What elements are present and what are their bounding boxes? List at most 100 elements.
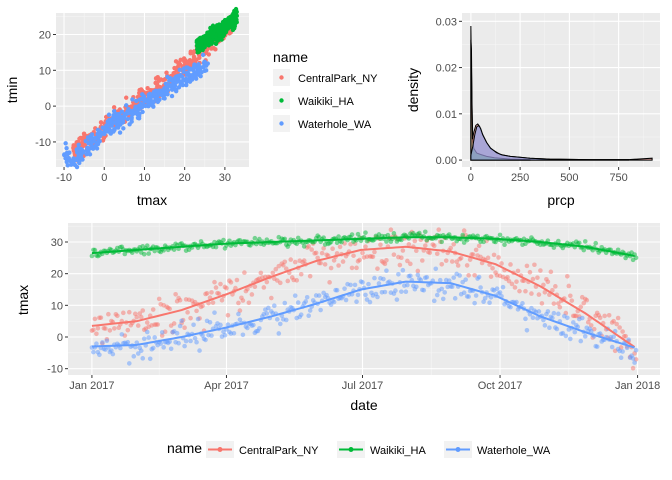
point-CentralPark_NY xyxy=(185,310,190,315)
point-CentralPark_NY xyxy=(406,242,412,247)
point-CentralPark_NY xyxy=(545,279,551,285)
point-CentralPark_NY xyxy=(216,291,222,296)
point-Waterhole_WA xyxy=(194,339,199,345)
y-tick-label: 30 xyxy=(51,237,63,249)
point-CentralPark_NY xyxy=(309,247,314,252)
smooth-line-Waikiki_HA xyxy=(91,236,635,257)
point-Waterhole_WA xyxy=(466,294,471,299)
point-Waterhole_WA xyxy=(408,273,413,279)
point-CentralPark_NY xyxy=(204,291,210,296)
point-CentralPark_NY xyxy=(277,280,283,286)
y-axis-title: tmin xyxy=(4,77,20,103)
point-Waterhole_WA xyxy=(97,352,102,358)
point-Waterhole_WA xyxy=(197,348,202,353)
point-CentralPark_NY xyxy=(505,274,510,280)
point-Waterhole_WA xyxy=(96,140,101,145)
legend-label: CentralPark_NY xyxy=(298,73,378,85)
point-Waikiki_HA xyxy=(92,247,98,253)
legend-label: Waterhole_WA xyxy=(477,445,551,457)
point-Waterhole_WA xyxy=(169,93,175,99)
point-CentralPark_NY xyxy=(126,309,132,315)
point-Waterhole_WA xyxy=(94,341,99,347)
point-Waterhole_WA xyxy=(156,88,162,93)
point-Waterhole_WA xyxy=(189,76,195,81)
point-CentralPark_NY xyxy=(556,301,561,306)
point-CentralPark_NY xyxy=(298,271,304,277)
point-Waterhole_WA xyxy=(110,351,116,357)
point-CentralPark_NY xyxy=(568,293,573,299)
point-CentralPark_NY xyxy=(536,292,542,297)
point-CentralPark_NY xyxy=(388,227,394,233)
point-Waterhole_WA xyxy=(594,344,600,349)
point-CentralPark_NY xyxy=(200,303,205,309)
point-CentralPark_NY xyxy=(212,279,217,285)
point-Waterhole_WA xyxy=(421,287,427,293)
point-Waterhole_WA xyxy=(266,305,271,311)
point-CentralPark_NY xyxy=(517,288,522,294)
point-Waterhole_WA xyxy=(376,281,382,286)
point-Waterhole_WA xyxy=(192,62,197,67)
point-Waterhole_WA xyxy=(626,337,631,342)
point-Waterhole_WA xyxy=(152,335,158,340)
point-Waterhole_WA xyxy=(164,91,170,96)
point-Waterhole_WA xyxy=(147,356,153,362)
point-Waterhole_WA xyxy=(133,104,138,109)
point-CentralPark_NY xyxy=(479,260,485,266)
point-CentralPark_NY xyxy=(620,329,625,334)
point-CentralPark_NY xyxy=(405,258,410,264)
point-Waterhole_WA xyxy=(150,345,156,351)
point-CentralPark_NY xyxy=(92,316,98,322)
point-Waterhole_WA xyxy=(126,361,132,366)
point-Waikiki_HA xyxy=(221,237,226,243)
point-CentralPark_NY xyxy=(473,247,479,253)
legend-top: name CentralPark_NY Waikiki_HA Waterhole_W… xyxy=(273,49,378,132)
x-tick-label: Apr 2017 xyxy=(204,380,249,392)
point-Waikiki_HA xyxy=(146,251,152,256)
point-CentralPark_NY xyxy=(269,295,274,301)
point-CentralPark_NY xyxy=(261,285,267,290)
point-Waterhole_WA xyxy=(144,329,150,335)
point-Waterhole_WA xyxy=(578,338,584,344)
point-CentralPark_NY xyxy=(307,273,313,279)
point-Waterhole_WA xyxy=(203,337,208,343)
x-tick-label: 30 xyxy=(219,172,231,184)
point-CentralPark_NY xyxy=(614,321,619,327)
point-Waterhole_WA xyxy=(609,344,615,350)
point-Waikiki_HA xyxy=(355,231,361,237)
point-Waterhole_WA xyxy=(108,131,114,136)
point-CentralPark_NY xyxy=(569,298,575,303)
x-axis-title: prcp xyxy=(547,192,574,208)
point-CentralPark_NY xyxy=(213,47,218,52)
point-Waikiki_HA xyxy=(391,231,397,236)
point-CentralPark_NY xyxy=(363,244,368,249)
point-Waikiki_HA xyxy=(257,236,262,242)
point-Waterhole_WA xyxy=(135,115,141,121)
point-Waterhole_WA xyxy=(207,319,213,325)
point-Waterhole_WA xyxy=(550,315,555,321)
point-Waterhole_WA xyxy=(66,155,72,161)
point-CentralPark_NY xyxy=(448,245,454,251)
point-CentralPark_NY xyxy=(81,131,87,136)
point-CentralPark_NY xyxy=(449,259,455,264)
point-CentralPark_NY xyxy=(491,252,497,258)
point-Waterhole_WA xyxy=(414,284,419,290)
point-Waterhole_WA xyxy=(303,299,308,304)
point-CentralPark_NY xyxy=(470,252,476,257)
point-Waterhole_WA xyxy=(153,88,158,93)
point-Waterhole_WA xyxy=(514,299,519,305)
point-CentralPark_NY xyxy=(451,242,456,247)
point-Waterhole_WA xyxy=(126,106,131,112)
x-axis-title: date xyxy=(350,397,377,413)
point-CentralPark_NY xyxy=(565,273,570,279)
point-Waterhole_WA xyxy=(328,302,334,307)
point-Waterhole_WA xyxy=(282,300,288,306)
point-Waterhole_WA xyxy=(568,336,573,342)
point-Waterhole_WA xyxy=(93,135,98,141)
point-Waikiki_HA xyxy=(152,248,158,254)
point-Waterhole_WA xyxy=(77,154,82,160)
point-Waterhole_WA xyxy=(209,333,214,338)
point-Waterhole_WA xyxy=(201,64,206,70)
point-Waterhole_WA xyxy=(524,327,530,333)
point-CentralPark_NY xyxy=(375,266,380,271)
